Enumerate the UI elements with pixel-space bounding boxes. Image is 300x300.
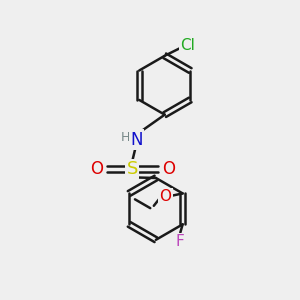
Text: N: N [130,131,143,149]
Text: Cl: Cl [180,38,195,53]
Text: O: O [162,160,175,178]
Text: O: O [90,160,103,178]
Text: H: H [120,131,130,144]
Text: F: F [176,234,185,249]
Text: O: O [160,190,172,205]
Text: S: S [127,160,138,178]
